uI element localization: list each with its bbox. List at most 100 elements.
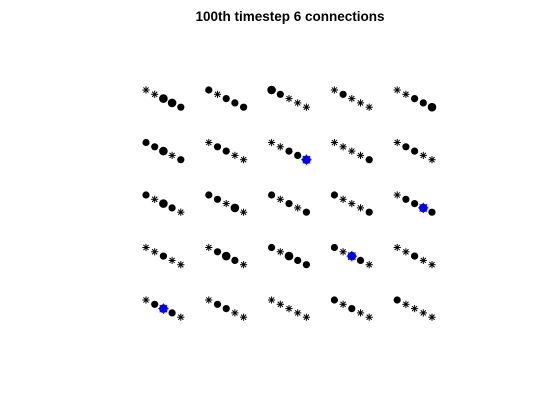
asterisk-marker	[339, 195, 347, 203]
asterisk-marker	[356, 309, 365, 317]
asterisk-marker	[151, 90, 159, 98]
dot-marker	[339, 90, 347, 98]
asterisk-marker	[177, 313, 185, 321]
asterisk-marker	[168, 256, 176, 264]
marker-group-r4-c4	[330, 243, 373, 269]
dot-marker	[411, 200, 419, 208]
asterisk-marker	[285, 95, 293, 103]
asterisk-marker	[348, 95, 356, 103]
asterisk-marker	[348, 200, 356, 208]
marker-group-r5-c1	[142, 296, 185, 321]
dot-marker	[268, 191, 276, 199]
marker-group-r4-c3	[268, 243, 310, 269]
dot-marker	[348, 305, 356, 313]
asterisk-marker	[142, 296, 150, 304]
marker-group-r4-c2	[205, 243, 248, 269]
marker-group-r3-c5	[393, 191, 436, 216]
large-dot-marker	[284, 251, 294, 261]
dot-marker	[402, 143, 410, 151]
asterisk-marker	[240, 156, 248, 164]
dot-marker	[240, 103, 248, 111]
dot-marker	[222, 305, 230, 313]
dot-marker	[411, 147, 419, 155]
marker-group-r3-c3	[268, 191, 310, 216]
marker-group-r3-c2	[205, 191, 248, 216]
asterisk-marker	[365, 313, 373, 321]
dot-marker	[142, 191, 150, 199]
dot-marker	[330, 191, 338, 199]
dot-marker	[294, 256, 302, 264]
asterisk-marker	[339, 143, 347, 151]
asterisk-marker	[428, 156, 436, 164]
asterisk-marker	[294, 204, 302, 212]
asterisk-marker	[402, 300, 410, 308]
dot-marker	[159, 252, 167, 260]
asterisk-marker	[276, 248, 284, 256]
asterisk-marker	[268, 138, 276, 147]
dot-marker	[411, 252, 419, 260]
asterisk-marker	[393, 243, 401, 252]
asterisk-marker	[276, 300, 284, 308]
marker-group-r1-c4	[330, 86, 373, 111]
asterisk-marker	[268, 296, 276, 304]
asterisk-marker	[419, 151, 427, 159]
dot-marker	[222, 147, 230, 155]
large-dot-marker	[159, 94, 168, 103]
asterisk-marker	[402, 248, 410, 256]
marker-group-r5-c5	[393, 296, 436, 321]
dot-marker	[402, 195, 410, 203]
asterisk-marker	[205, 138, 213, 147]
asterisk-marker	[302, 313, 310, 321]
large-dot-marker	[221, 251, 231, 261]
dot-marker	[365, 156, 373, 164]
dot-marker	[302, 261, 310, 269]
asterisk-marker	[240, 313, 248, 321]
asterisk-marker	[151, 195, 159, 203]
asterisk-marker	[356, 151, 365, 159]
marker-group-r2-c1	[142, 138, 185, 164]
asterisk-marker	[339, 300, 347, 308]
dot-marker	[205, 86, 213, 94]
asterisk-marker	[365, 103, 373, 111]
asterisk-marker	[428, 261, 436, 269]
marker-group-r5-c3	[268, 296, 310, 321]
highlighted-dot-marker	[419, 203, 428, 213]
dot-marker	[419, 99, 427, 107]
asterisk-marker	[356, 99, 365, 107]
asterisk-marker	[348, 147, 356, 155]
dot-marker	[231, 99, 239, 107]
dot-marker	[393, 296, 401, 304]
dot-marker	[268, 243, 276, 252]
asterisk-marker	[393, 138, 401, 147]
dot-marker	[231, 256, 239, 264]
asterisk-marker	[356, 204, 365, 212]
dot-marker	[330, 243, 338, 252]
asterisk-marker	[222, 200, 230, 208]
marker-group-r1-c5	[393, 86, 437, 112]
dot-marker	[213, 248, 222, 256]
dot-marker	[213, 143, 222, 151]
asterisk-marker	[330, 86, 338, 94]
asterisk-marker	[177, 208, 185, 216]
asterisk-marker	[428, 313, 436, 321]
asterisk-marker	[168, 151, 176, 159]
asterisk-marker	[276, 143, 284, 151]
dot-marker	[213, 195, 222, 203]
asterisk-marker	[402, 90, 410, 98]
marker-group-r5-c2	[205, 296, 248, 321]
asterisk-marker	[177, 261, 185, 269]
large-dot-marker	[159, 199, 168, 208]
dot-marker	[285, 200, 293, 208]
highlighted-dot-marker	[159, 304, 168, 313]
dot-marker	[365, 208, 373, 216]
asterisk-marker	[231, 151, 239, 159]
dot-marker	[302, 208, 310, 216]
dot-marker	[142, 138, 150, 147]
dot-marker	[276, 90, 284, 98]
highlighted-dot-marker	[347, 251, 357, 261]
dot-marker	[356, 256, 365, 264]
marker-group-r2-c5	[393, 138, 436, 164]
asterisk-marker	[142, 86, 150, 94]
dot-marker	[177, 156, 185, 164]
